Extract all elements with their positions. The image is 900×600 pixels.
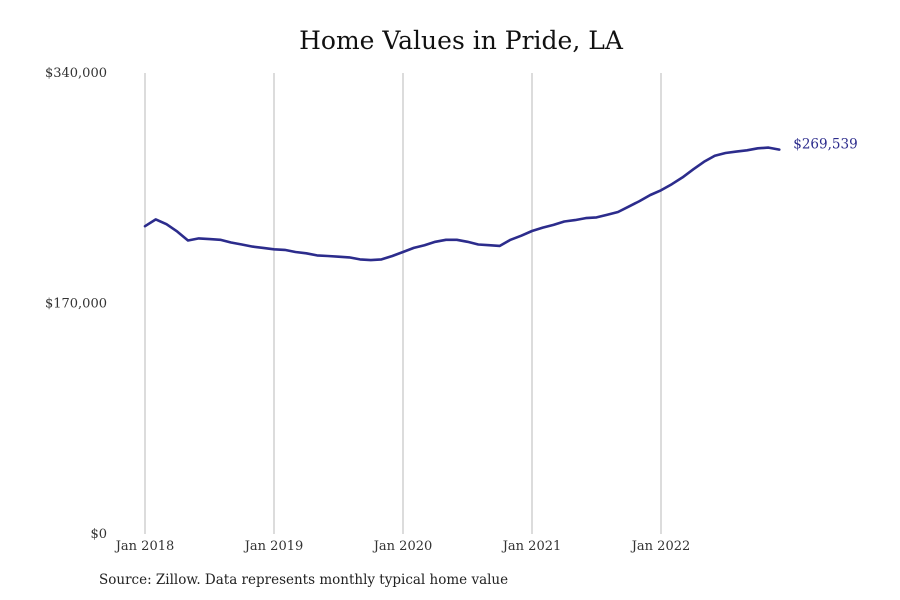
source-note: Source: Zillow. Data represents monthly … — [99, 572, 509, 588]
y-tick-label: $170,000 — [45, 297, 107, 312]
series-line — [143, 146, 781, 262]
y-tick-label: $340,000 — [45, 66, 107, 81]
x-tick-label: Jan 2022 — [630, 539, 691, 554]
x-tick-label: Jan 2021 — [501, 539, 562, 554]
series-lines — [143, 146, 781, 262]
last-value-label: $269,539 — [793, 137, 857, 153]
x-tick-label: Jan 2018 — [114, 539, 175, 554]
y-tick-label: $0 — [90, 527, 107, 542]
y-axis-ticks: $0 $170,000 $340,000 — [45, 66, 107, 542]
x-tick-label: Jan 2019 — [243, 539, 304, 554]
x-tick-label: Jan 2020 — [372, 539, 433, 554]
chart-title: Home Values in Pride, LA — [299, 26, 623, 55]
x-axis-ticks: Jan 2018 Jan 2019 Jan 2020 Jan 2021 Jan 2022 — [114, 539, 691, 554]
gridlines — [144, 73, 662, 534]
